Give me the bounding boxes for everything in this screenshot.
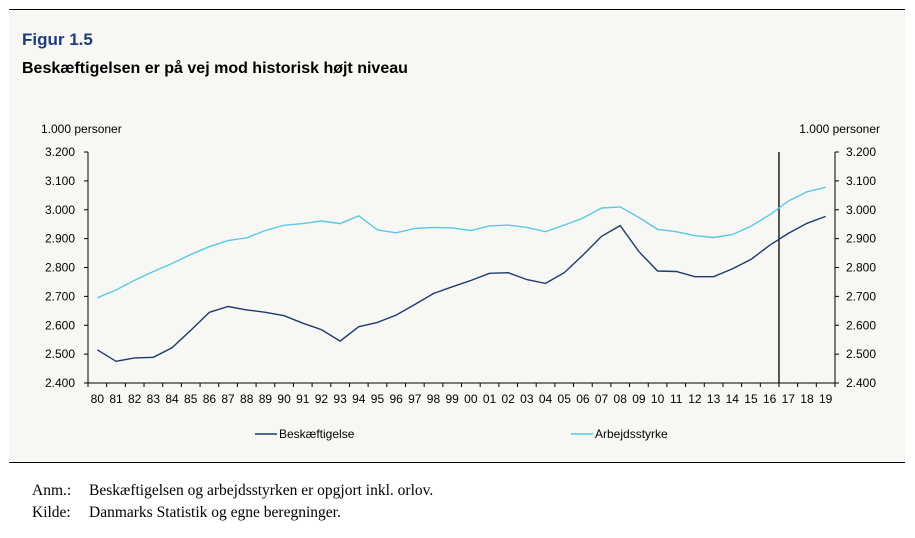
x-tick-label: 16 [763, 392, 777, 406]
x-tick-label: 02 [502, 392, 516, 406]
y-tick-label-right: 2.400 [846, 376, 876, 390]
x-tick-label: 17 [782, 392, 796, 406]
x-tick-label: 09 [632, 392, 646, 406]
note-source: Kilde: Danmarks Statistik og egne beregn… [32, 502, 433, 524]
x-tick-label: 12 [688, 392, 702, 406]
y-tick-label-left: 3.100 [45, 174, 75, 188]
y-tick-label-left: 2.600 [45, 318, 75, 332]
x-tick-label: 95 [371, 392, 385, 406]
x-tick-label: 04 [539, 392, 553, 406]
y-tick-label-right: 2.700 [846, 289, 876, 303]
x-tick-label: 82 [128, 392, 142, 406]
note-text: Beskæftigelsen og arbejdsstyrken er opgj… [89, 482, 434, 499]
figure-panel [9, 9, 905, 463]
y-axis-label-left: 1.000 personer [41, 122, 122, 136]
figure-label: Figur 1.5 [22, 30, 93, 49]
x-tick-label: 98 [427, 392, 441, 406]
y-tick-label-left: 2.500 [45, 347, 75, 361]
x-tick-label: 03 [520, 392, 534, 406]
note-annotation: Anm.: Beskæftigelsen og arbejdsstyrken e… [32, 480, 433, 502]
x-tick-label: 93 [333, 392, 347, 406]
x-tick-label: 97 [408, 392, 422, 406]
series-lines [96, 186, 826, 363]
notes: Anm.: Beskæftigelsen og arbejdsstyrken e… [32, 480, 433, 524]
x-tick-label: 06 [576, 392, 590, 406]
x-tick-label: 15 [744, 392, 758, 406]
y-tick-label-left: 3.200 [45, 145, 75, 159]
x-tick-label: 05 [558, 392, 572, 406]
x-tick-label: 10 [651, 392, 665, 406]
y-tick-label-left: 2.800 [45, 261, 75, 275]
note-key: Anm.: [32, 482, 72, 499]
x-tick-label: 91 [296, 392, 310, 406]
x-tick-label: 84 [165, 392, 179, 406]
x-tick-label: 90 [277, 392, 291, 406]
y-tick-label-right: 2.900 [846, 232, 876, 246]
x-tick-label: 81 [109, 392, 123, 406]
note-text: Danmarks Statistik og egne beregninger. [89, 504, 341, 521]
x-tick-label: 87 [221, 392, 235, 406]
x-tick-label: 88 [240, 392, 254, 406]
x-tick-label: 07 [595, 392, 609, 406]
x-tick-label: 85 [184, 392, 198, 406]
y-tick-label-right: 2.600 [846, 318, 876, 332]
legend-label: Arbejdsstyrke [595, 427, 668, 441]
x-tick-label: 96 [389, 392, 403, 406]
chart-axes: 2.400 2.400 2.500 2.500 2.600 2.600 2.700 2.700… [45, 145, 876, 406]
y-axis-label-right: 1.000 personer [799, 122, 880, 136]
x-tick-label: 11 [670, 392, 683, 406]
x-tick-label: 19 [819, 392, 833, 406]
y-tick-label-left: 3.000 [45, 203, 75, 217]
legend-label: Beskæftigelse [279, 427, 355, 441]
x-tick-label: 94 [352, 392, 366, 406]
y-tick-label-right: 2.500 [846, 347, 876, 361]
y-tick-label-left: 2.900 [45, 232, 75, 246]
x-tick-label: 00 [464, 392, 478, 406]
chart-legend: Beskæftigelse Arbejdsstyrke [255, 427, 668, 441]
x-tick-label: 83 [147, 392, 161, 406]
x-tick-label: 13 [707, 392, 721, 406]
figure-title: Beskæftigelsen er på vej mod historisk h… [22, 60, 408, 77]
note-key: Kilde: [32, 504, 71, 521]
x-tick-label: 18 [800, 392, 814, 406]
x-tick-label: 08 [614, 392, 628, 406]
y-tick-label-right: 3.100 [846, 174, 876, 188]
series-line-arbejdsstyrke [97, 186, 826, 299]
x-tick-label: 80 [91, 392, 105, 406]
y-tick-label-right: 3.200 [846, 145, 876, 159]
series-line-beskaeftigelse [96, 215, 826, 363]
y-tick-label-left: 2.400 [45, 376, 75, 390]
x-tick-label: 14 [726, 392, 740, 406]
x-tick-label: 89 [259, 392, 273, 406]
x-tick-label: 92 [315, 392, 329, 406]
x-tick-label: 86 [203, 392, 217, 406]
y-tick-label-left: 2.700 [45, 289, 75, 303]
y-tick-label-right: 2.800 [846, 261, 876, 275]
x-tick-label: 01 [483, 392, 497, 406]
y-tick-label-right: 3.000 [846, 203, 876, 217]
x-tick-label: 99 [445, 392, 459, 406]
